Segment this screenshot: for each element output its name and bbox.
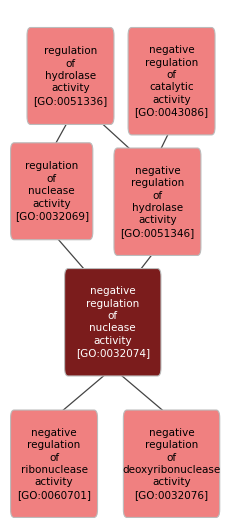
FancyBboxPatch shape (128, 28, 215, 135)
FancyBboxPatch shape (114, 148, 201, 256)
FancyBboxPatch shape (11, 410, 98, 518)
Text: negative
regulation
of
nuclease
activity
[GO:0032074]: negative regulation of nuclease activity… (76, 286, 150, 358)
Text: negative
regulation
of
deoxyribonuclease
activity
[GO:0032076]: negative regulation of deoxyribonuclease… (122, 428, 221, 500)
Text: regulation
of
nuclease
activity
[GO:0032069]: regulation of nuclease activity [GO:0032… (15, 161, 89, 221)
Text: regulation
of
hydrolase
activity
[GO:0051336]: regulation of hydrolase activity [GO:005… (33, 46, 108, 106)
Text: negative
regulation
of
ribonuclease
activity
[GO:0060701]: negative regulation of ribonuclease acti… (17, 428, 91, 500)
FancyBboxPatch shape (11, 143, 93, 240)
FancyBboxPatch shape (27, 27, 114, 125)
FancyBboxPatch shape (123, 410, 220, 518)
Text: negative
regulation
of
catalytic
activity
[GO:0043086]: negative regulation of catalytic activit… (134, 45, 209, 117)
Text: negative
regulation
of
hydrolase
activity
[GO:0051346]: negative regulation of hydrolase activit… (120, 166, 195, 238)
FancyBboxPatch shape (65, 269, 161, 376)
